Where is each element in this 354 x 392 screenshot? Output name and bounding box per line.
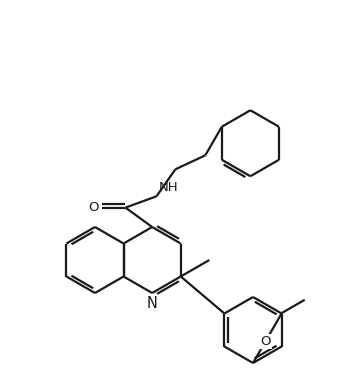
Text: N: N xyxy=(147,296,158,311)
Text: NH: NH xyxy=(159,181,178,194)
Text: O: O xyxy=(88,201,99,214)
Text: O: O xyxy=(260,335,270,348)
